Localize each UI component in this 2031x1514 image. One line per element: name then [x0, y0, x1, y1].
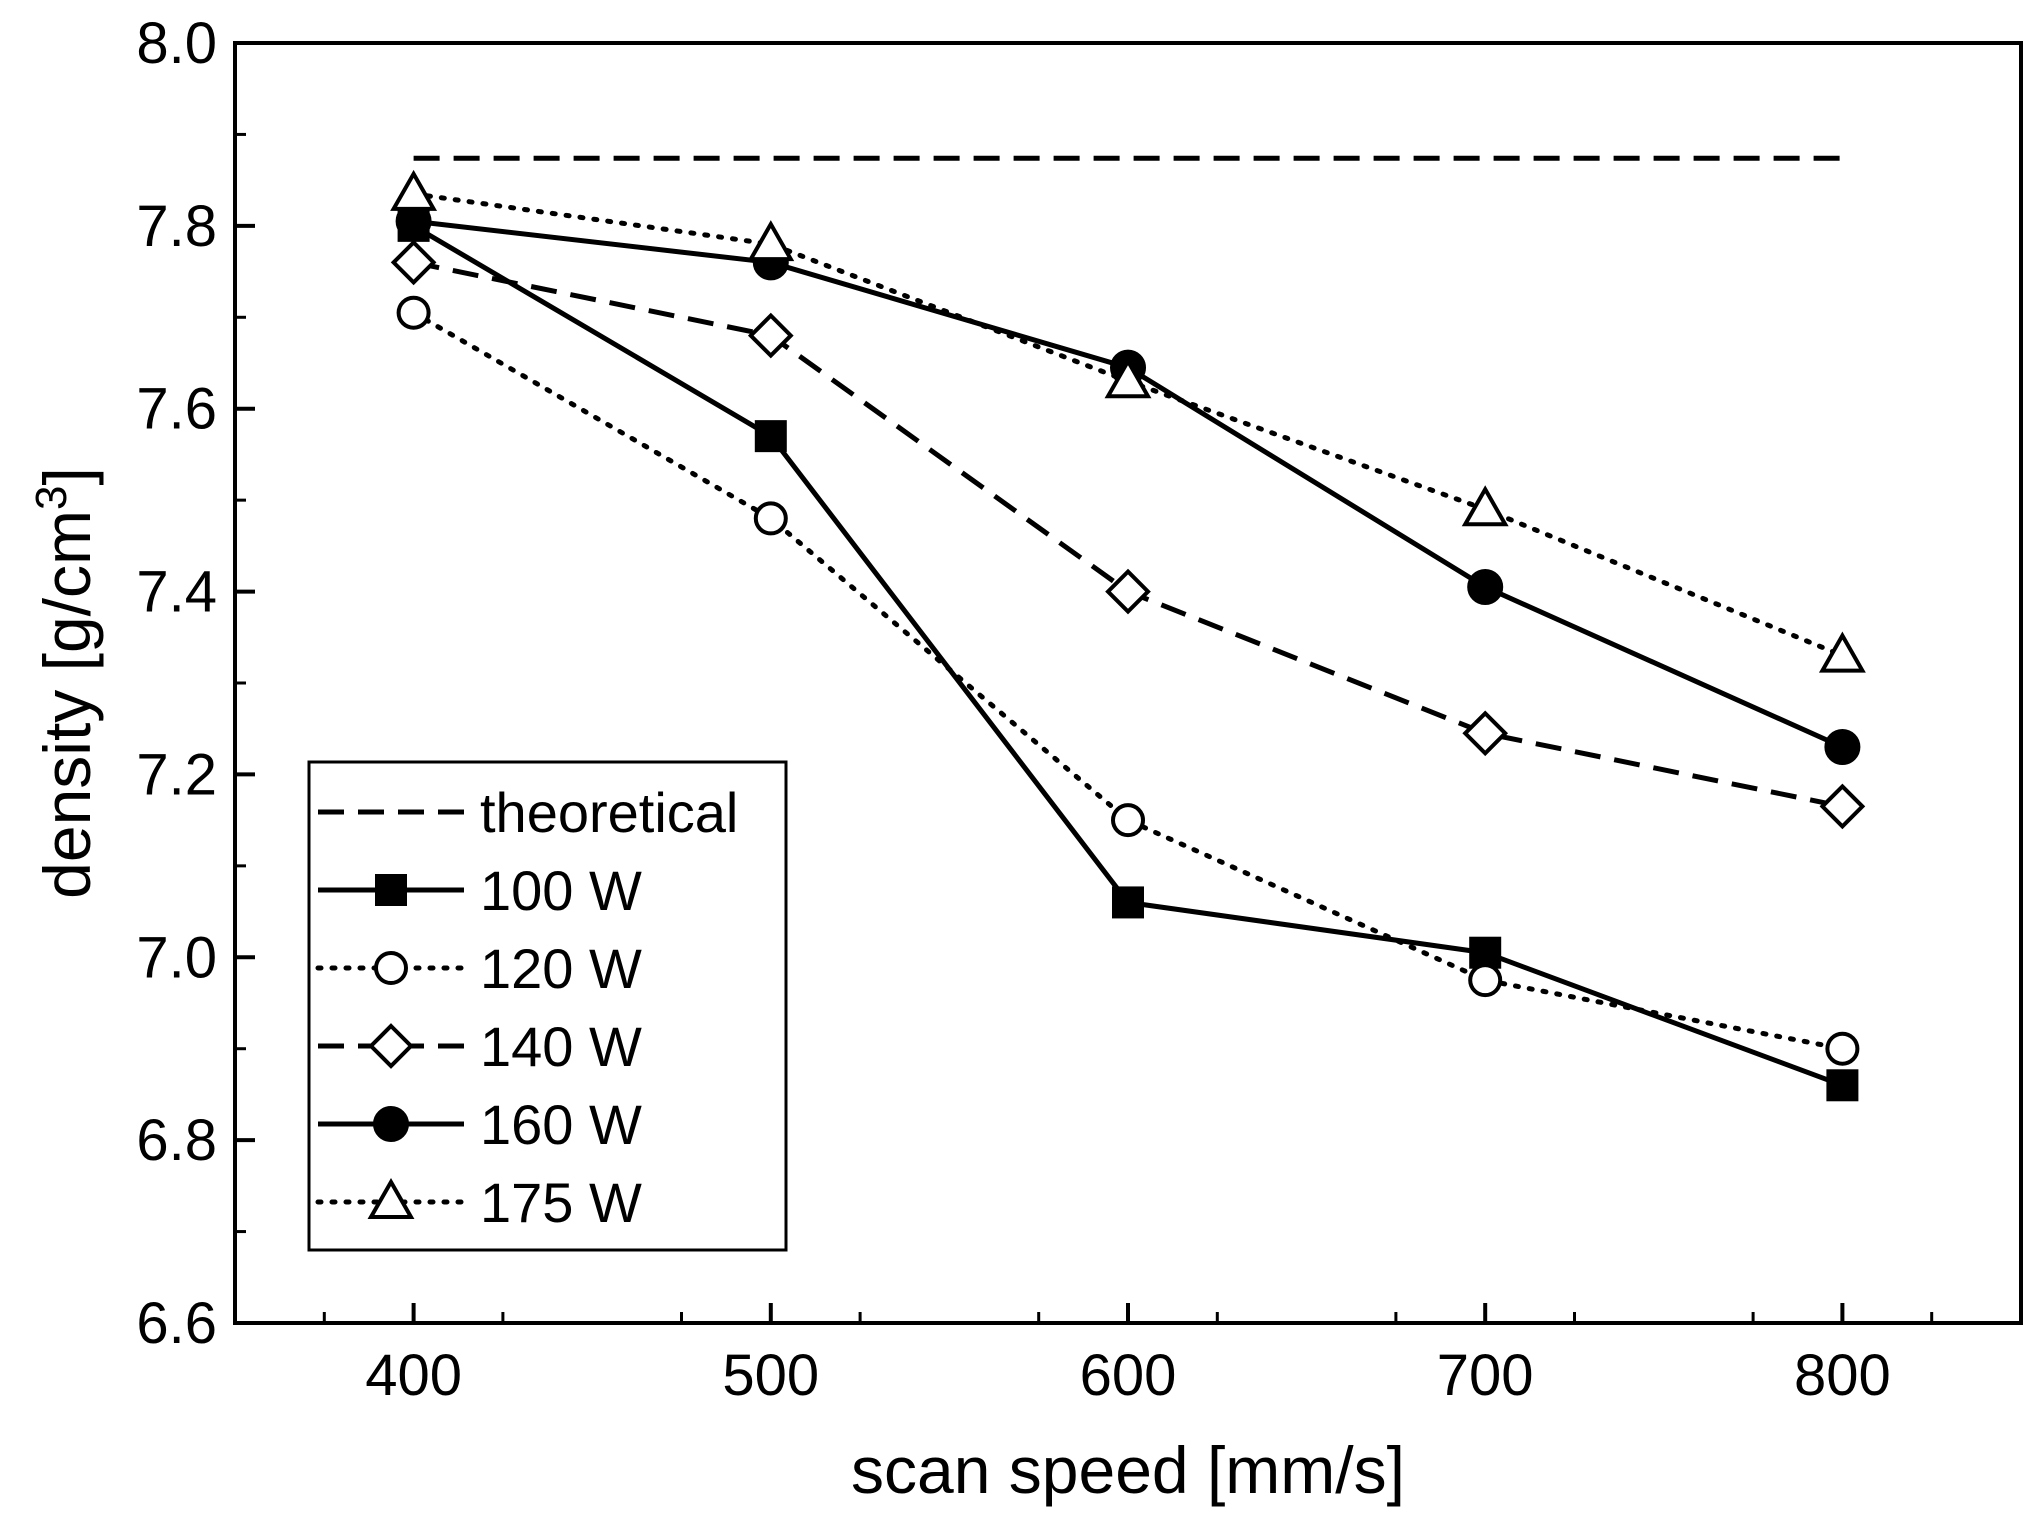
legend-marker-140-w	[368, 1023, 414, 1069]
series-160-w	[395, 203, 1861, 765]
legend-box	[307, 760, 788, 1252]
data-point-160-w-800	[1824, 729, 1861, 765]
x-tick-label-800: 800	[1794, 1343, 1891, 1408]
y-axis-label-base: density [g/cm	[30, 510, 104, 899]
data-point-100-w-800	[1826, 1069, 1859, 1102]
series-140-w	[390, 239, 1866, 830]
data-point-100-w-500	[754, 420, 787, 453]
legend-label-160-w: 160 W	[480, 1093, 642, 1156]
legend-entry-175-w: 175 W	[315, 1171, 642, 1234]
y-tick-label-6.8: 6.8	[136, 1108, 217, 1173]
y-tick-label-7.0: 7.0	[136, 925, 217, 990]
x-tick-label-600: 600	[1080, 1343, 1177, 1408]
y-tick-label-7.6: 7.6	[136, 377, 217, 442]
x-tick-label-700: 700	[1437, 1343, 1534, 1408]
data-point-140-w-700	[1462, 710, 1509, 757]
data-point-140-w-800	[1819, 783, 1866, 830]
legend-label-theoretical: theoretical	[480, 781, 738, 844]
data-point-120-w-700	[1468, 963, 1503, 998]
data-point-160-w-700	[1467, 569, 1504, 605]
legend-label-140-w: 140 W	[480, 1015, 642, 1078]
legend: theoretical 100 W 120 W 140 W 160 W 175 W	[307, 760, 788, 1252]
legend-label-100-w: 100 W	[480, 859, 642, 922]
data-point-140-w-500	[747, 312, 794, 359]
data-point-175-w-400	[390, 169, 438, 211]
legend-marker-100-w	[375, 874, 407, 906]
data-point-175-w-500	[747, 220, 795, 262]
axis-ticks: 400 500 600 700 800 6.6 6.8 7.0 7.2 7.4 7.6 7.8 8.0	[136, 11, 1934, 1408]
x-axis-label: scan speed [mm/s]	[851, 1433, 1405, 1507]
data-point-120-w-600	[1111, 803, 1145, 838]
x-tick-label-500: 500	[722, 1343, 819, 1408]
data-point-140-w-400	[390, 239, 437, 286]
data-point-120-w-800	[1825, 1031, 1860, 1066]
x-tick-label-400: 400	[365, 1343, 462, 1408]
legend-marker-160-w	[373, 1106, 409, 1142]
data-point-100-w-600	[1112, 886, 1144, 919]
legend-entry-140-w: 140 W	[318, 1015, 642, 1078]
data-point-175-w-700	[1461, 485, 1509, 527]
legend-label-175-w: 175 W	[480, 1171, 642, 1234]
y-tick-label-6.6: 6.6	[136, 1291, 217, 1356]
y-tick-label-7.4: 7.4	[136, 560, 217, 625]
legend-label-120-w: 120 W	[480, 937, 642, 1000]
data-point-140-w-600	[1105, 568, 1151, 615]
y-axis-label-superscript: 3	[27, 486, 76, 510]
y-tick-label-7.2: 7.2	[136, 742, 217, 807]
series-line-160-w	[413, 218, 1844, 750]
series-line-140-w	[413, 259, 1843, 809]
series-layer	[390, 155, 1866, 1102]
data-point-120-w-400	[396, 295, 431, 330]
legend-entries: theoretical 100 W 120 W 140 W 160 W 175 W	[315, 781, 738, 1234]
data-point-120-w-500	[753, 501, 788, 536]
series-175-w	[390, 169, 1866, 673]
data-point-175-w-800	[1818, 631, 1866, 673]
legend-entry-120-w: 120 W	[315, 937, 642, 1000]
legend-marker-175-w	[367, 1177, 415, 1219]
legend-marker-120-w	[374, 951, 408, 985]
y-axis-label: density [g/cm3]	[27, 467, 104, 899]
data-point-175-w-600	[1104, 357, 1152, 399]
legend-entry-160-w: 160 W	[318, 1093, 642, 1156]
y-tick-label-7.8: 7.8	[136, 194, 217, 259]
series-120-w	[396, 295, 1860, 1066]
legend-entry-100-w: 100 W	[318, 859, 642, 922]
legend-entry-theoretical: theoretical	[318, 781, 738, 844]
y-tick-label-8.0: 8.0	[136, 11, 217, 76]
y-axis-label-close: ]	[30, 467, 104, 485]
